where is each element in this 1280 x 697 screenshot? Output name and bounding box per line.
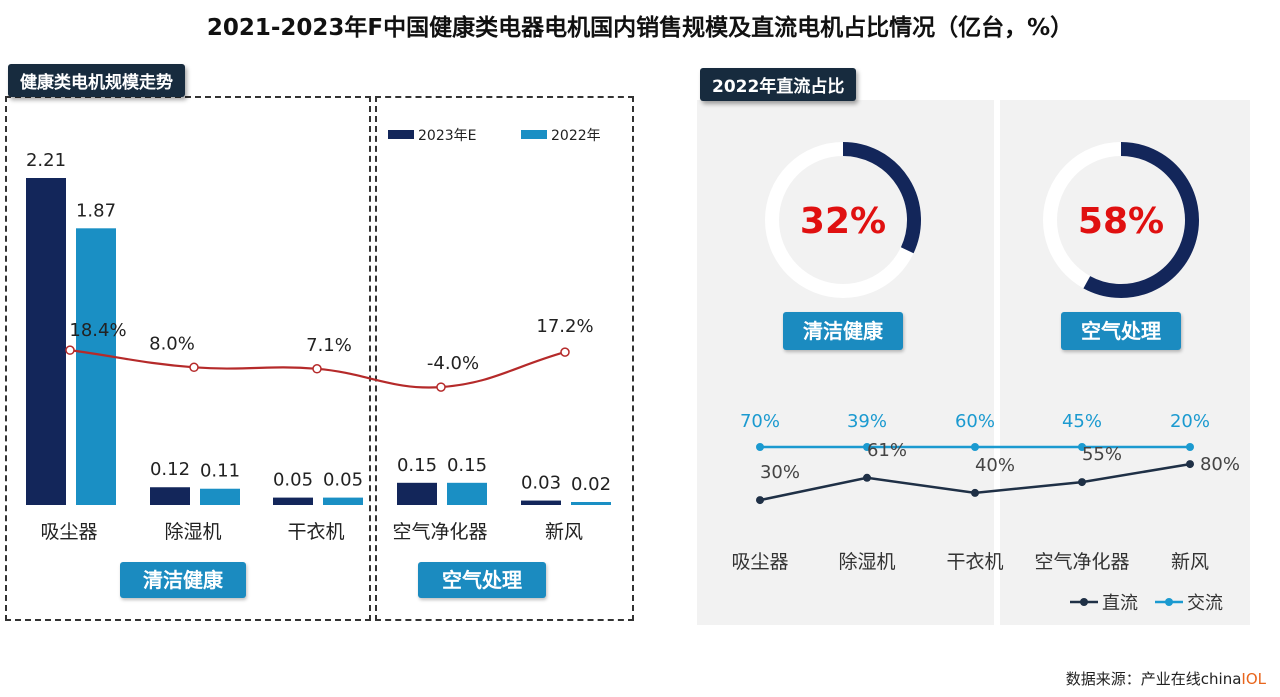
legend-ac-marker: [1165, 598, 1173, 606]
air-treatment-group-box: [375, 96, 634, 621]
dc-value-label: 80%: [1200, 454, 1240, 475]
legend-ac-label: 交流: [1187, 593, 1223, 614]
growth-point: [436, 382, 446, 392]
category-label: 空气净化器: [392, 521, 487, 543]
growth-label: -4.0%: [427, 353, 479, 374]
right-panel-tag: 2022年直流占比: [700, 68, 857, 101]
donut-value: 32%: [800, 201, 886, 242]
ac-point: [1078, 443, 1086, 451]
bar-value-label: 0.15: [447, 455, 487, 476]
legend-dc-label: 直流: [1102, 593, 1138, 614]
clean-health-group-box: [5, 96, 371, 621]
bar-2023e-0: [26, 178, 66, 505]
dc-value-label: 40%: [975, 455, 1015, 476]
group-label-air-treatment: 空气处理: [418, 562, 546, 598]
legend-swatch-2023e: [388, 130, 414, 139]
line-category-label: 干衣机: [946, 551, 1003, 573]
bar-value-label: 0.03: [521, 473, 561, 494]
ac-point: [1186, 443, 1194, 451]
bar-2023e-3: [397, 482, 437, 505]
growth-point: [560, 347, 570, 357]
bar-value-label: 0.15: [397, 455, 437, 476]
growth-point: [312, 364, 322, 374]
growth-label: 18.4%: [69, 320, 126, 341]
ac-point: [863, 443, 871, 451]
growth-label: 7.1%: [306, 335, 352, 356]
bar-2022-2: [323, 497, 363, 505]
bar-2022-1: [200, 488, 240, 505]
ac-value-label: 20%: [1170, 411, 1210, 432]
bar-value-label: 0.02: [571, 474, 611, 495]
bar-2023e-1: [150, 487, 190, 505]
bar-value-label: 0.05: [323, 470, 363, 491]
dc-point: [756, 496, 764, 505]
bar-2023e-2: [273, 497, 313, 505]
line-category-label: 空气净化器: [1034, 551, 1129, 573]
legend-swatch-2022: [521, 130, 547, 139]
dc-point: [1078, 478, 1086, 487]
dc-point: [971, 488, 979, 497]
growth-point: [189, 362, 199, 373]
group-label-clean-health: 清洁健康: [120, 562, 246, 598]
bar-value-label: 1.87: [76, 200, 116, 221]
chart-title: 2021-2023年F中国健康类电器电机国内销售规模及直流电机占比情况（亿台，%…: [206, 15, 1074, 41]
bar-2023e-4: [521, 500, 561, 505]
ac-value-label: 39%: [847, 411, 887, 432]
bar-value-label: 0.11: [200, 461, 240, 482]
growth-label: 17.2%: [536, 316, 593, 337]
category-label: 吸尘器: [40, 521, 97, 543]
left-panel-tag: 健康类电机规模走势: [8, 64, 185, 97]
donut-label-air-treatment: 空气处理: [1061, 312, 1181, 350]
right-panel-background: [697, 100, 1250, 625]
legend-label: 2022年: [551, 128, 601, 144]
dc-point: [863, 473, 871, 482]
donut-arc: [842, 142, 921, 254]
ac-point: [971, 443, 979, 451]
line-category-label: 新风: [1171, 551, 1209, 573]
donut-value: 58%: [1078, 201, 1164, 242]
dc-value-label: 61%: [867, 440, 907, 461]
category-label: 新风: [545, 521, 583, 543]
bar-value-label: 0.05: [273, 470, 313, 491]
growth-point: [65, 345, 75, 355]
legend-label: 2023年E: [418, 128, 476, 144]
legend-dc-marker: [1080, 598, 1088, 606]
category-label: 除湿机: [164, 521, 221, 543]
donut-arc: [1083, 142, 1199, 298]
right-panel-divider: [994, 100, 1000, 625]
dc-point: [1186, 460, 1194, 469]
bar-value-label: 0.12: [150, 459, 190, 480]
line-category-label: 除湿机: [838, 551, 895, 573]
bar-2022-4: [571, 502, 611, 505]
ac-value-label: 60%: [955, 411, 995, 432]
ac-point: [756, 443, 764, 451]
ac-value-label: 45%: [1062, 411, 1102, 432]
bar-2022-3: [447, 482, 487, 505]
data-source: 数据来源：产业在线chinaIOL: [1065, 670, 1266, 688]
category-label: 干衣机: [287, 521, 344, 543]
line-category-label: 吸尘器: [731, 551, 788, 573]
donut-label-clean-health: 清洁健康: [783, 312, 903, 350]
bar-value-label: 2.21: [26, 150, 66, 171]
bar-chart: 2.21 1.87 吸尘器 0.12 0.11 除湿机 0.05 0.05 干衣机 0.15 0.1…: [26, 128, 611, 543]
dc-value-label: 30%: [760, 462, 800, 483]
ac-value-label: 70%: [740, 411, 780, 432]
growth-label: 8.0%: [149, 333, 195, 354]
bar-2022-0: [76, 228, 116, 506]
dc-value-label: 55%: [1082, 444, 1122, 465]
